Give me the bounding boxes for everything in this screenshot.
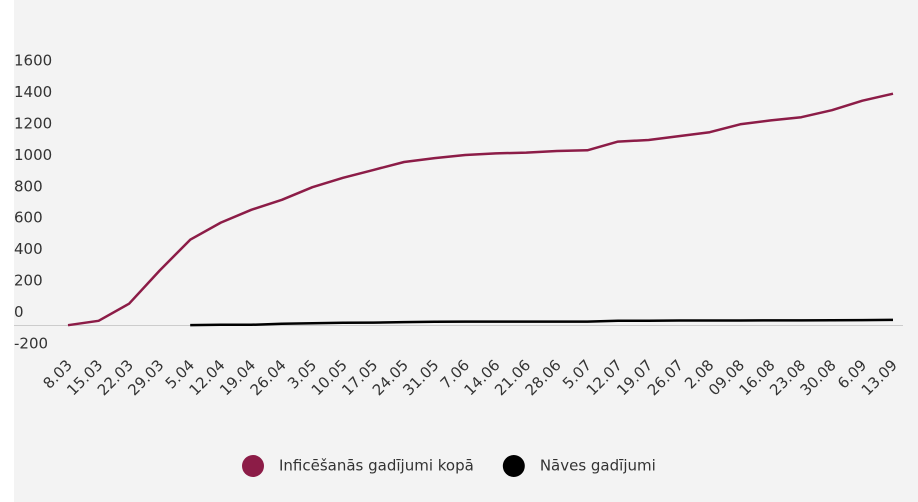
y-tick-label: 0 <box>14 303 24 321</box>
series-line <box>190 318 894 327</box>
y-tick-label: 1600 <box>14 52 52 70</box>
y-tick-label: 1000 <box>14 146 52 164</box>
legend-label: Inficēšanās gadījumi kopā <box>279 457 474 475</box>
y-tick-label: 1400 <box>14 83 52 101</box>
chart-background <box>14 0 918 502</box>
y-tick-label: 800 <box>14 177 43 195</box>
y-tick-label: 400 <box>14 240 43 258</box>
legend-marker <box>502 455 525 477</box>
y-tick-label: 600 <box>14 209 43 227</box>
legend-marker <box>242 455 264 477</box>
y-tick-label: 1200 <box>14 114 52 132</box>
y-tick-label: -200 <box>14 335 48 353</box>
series-line <box>67 92 894 327</box>
y-tick-label: 200 <box>14 272 43 290</box>
legend-label: Nāves gadījumi <box>540 457 656 475</box>
